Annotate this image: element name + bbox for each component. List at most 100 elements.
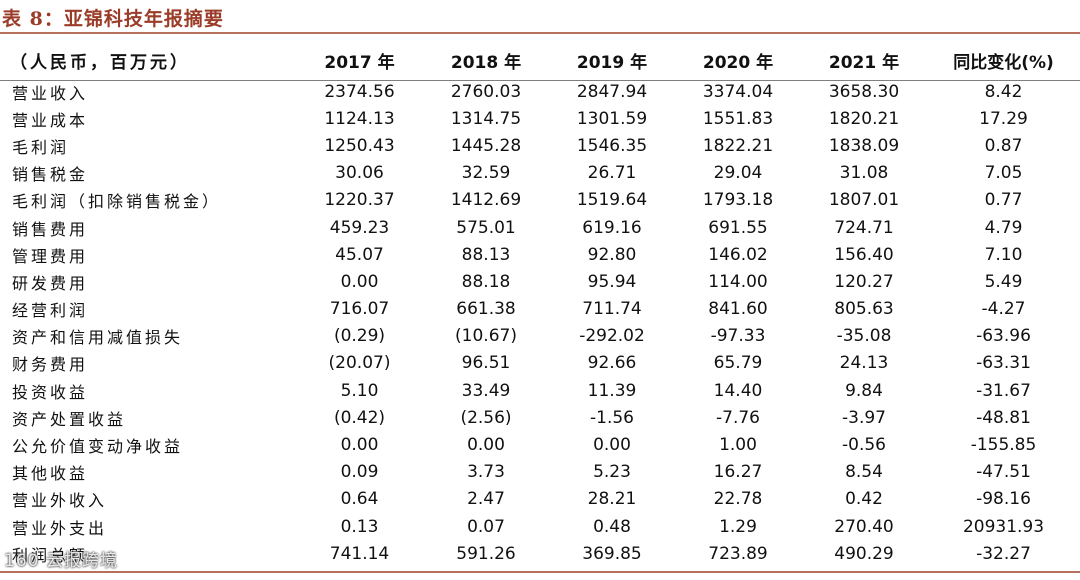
yoy-cell: -98.16 (976, 489, 1031, 510)
yoy-cell: -31.67 (976, 380, 1031, 401)
table-row: 资产和信用减值损失 (0.29) (10.67) -292.02 -97.33 -35.0… (0, 323, 1080, 350)
yoy-cell: -4.27 (981, 299, 1026, 320)
value-cell: (10.67) (455, 326, 517, 347)
value-cell: 369.85 (582, 543, 642, 564)
value-cell: 723.89 (708, 543, 768, 564)
table-row: 毛利润（扣除销售税金） 1220.37 1412.69 1519.64 1793.18 1… (0, 187, 1080, 214)
value-cell: 156.40 (834, 244, 894, 265)
value-cell: 490.29 (834, 543, 894, 564)
value-cell: -7.76 (716, 407, 760, 428)
value-cell: 2847.94 (576, 81, 648, 102)
table-row: 营业外支出 0.13 0.07 0.48 1.29 270.40 20931.93 (0, 513, 1080, 540)
value-cell: 1820.21 (828, 108, 900, 129)
value-cell: 96.51 (461, 353, 511, 374)
value-cell: 0.42 (845, 489, 883, 510)
row-label: 管理费用 (12, 246, 89, 266)
row-label: 利润总额 (12, 545, 89, 565)
value-cell: 31.08 (839, 163, 889, 184)
value-cell: 1314.75 (450, 108, 522, 129)
yoy-cell: 17.29 (979, 108, 1028, 129)
value-cell: 146.02 (708, 244, 768, 265)
row-label: 公允价值变动净收益 (12, 437, 184, 457)
row-label: 投资收益 (12, 382, 89, 402)
yoy-cell: 7.05 (984, 163, 1023, 184)
value-cell: 575.01 (456, 217, 516, 238)
table-row: 经营利润 716.07 661.38 711.74 841.60 805.63 -4.27 (0, 296, 1080, 323)
yoy-cell: 0.87 (984, 135, 1023, 156)
value-cell: 5.10 (340, 380, 379, 401)
yoy-header: 同比变化(%) (953, 52, 1054, 73)
table-row: 投资收益 5.10 33.49 11.39 14.40 9.84 -31.67 (0, 377, 1080, 404)
row-label: 资产处置收益 (12, 409, 127, 429)
table-row: 利润总额 741.14 591.26 369.85 723.89 490.29 -32.27 (0, 540, 1080, 567)
value-cell: 3658.30 (828, 81, 900, 102)
yoy-cell: 8.42 (984, 81, 1023, 102)
row-label: 营业外收入 (12, 491, 108, 511)
value-cell: 8.54 (845, 462, 883, 483)
value-cell: 33.49 (461, 380, 511, 401)
value-cell: 0.00 (467, 435, 505, 456)
value-cell: 1412.69 (450, 190, 522, 211)
value-cell: 16.27 (713, 462, 763, 483)
row-label: 研发费用 (12, 273, 89, 293)
table-title: 表 8：亚锦科技年报摘要 (2, 8, 224, 30)
table-row: 研发费用 0.00 88.18 95.94 114.00 120.27 5.49 (0, 268, 1080, 295)
year-header: 2018 年 (450, 52, 522, 73)
table-body: 营业收入 2374.56 2760.03 2847.94 3374.04 3658.30 8… (0, 78, 1080, 567)
bottom-rule (0, 571, 1080, 573)
unit-header: （人民币，百万元） (10, 52, 190, 73)
value-cell: 9.84 (845, 380, 883, 401)
value-cell: (2.56) (460, 407, 512, 428)
value-cell: 120.27 (834, 271, 894, 292)
value-cell: 114.00 (708, 271, 768, 292)
value-cell: 1793.18 (702, 190, 774, 211)
row-label: 经营利润 (12, 301, 89, 321)
value-cell: 711.74 (582, 299, 642, 320)
table-row: 其他收益 0.09 3.73 5.23 16.27 8.54 -47.51 (0, 459, 1080, 486)
row-label: 营业外支出 (12, 518, 108, 538)
value-cell: 3374.04 (702, 81, 774, 102)
value-cell: 724.71 (834, 217, 894, 238)
yoy-cell: 0.77 (984, 190, 1023, 211)
value-cell: 1551.83 (702, 108, 774, 129)
value-cell: 95.94 (587, 271, 637, 292)
value-cell: 1822.21 (702, 135, 774, 156)
value-cell: 1807.01 (828, 190, 900, 211)
yoy-cell: 7.10 (984, 244, 1023, 265)
yoy-cell: -47.51 (976, 462, 1031, 483)
value-cell: -97.33 (710, 326, 766, 347)
yoy-cell: -155.85 (970, 435, 1037, 456)
value-cell: 0.00 (340, 435, 379, 456)
table-row: 营业收入 2374.56 2760.03 2847.94 3374.04 3658.30 8… (0, 78, 1080, 105)
year-header: 2019 年 (576, 52, 648, 73)
value-cell: -1.56 (590, 407, 634, 428)
table-row: 营业成本 1124.13 1314.75 1301.59 1551.83 1820.21 1… (0, 105, 1080, 132)
value-cell: 3.73 (467, 462, 505, 483)
value-cell: 92.80 (587, 244, 637, 265)
value-cell: 0.13 (340, 516, 379, 537)
table-row: 资产处置收益 (0.42) (2.56) -1.56 -7.76 -3.97 -48.81 (0, 404, 1080, 431)
value-cell: 2.47 (467, 489, 505, 510)
row-label: 毛利润 (12, 137, 70, 157)
value-cell: 11.39 (587, 380, 637, 401)
value-cell: 32.59 (461, 163, 511, 184)
value-cell: 45.07 (335, 244, 384, 265)
row-label: 财务费用 (12, 355, 89, 375)
value-cell: 5.23 (593, 462, 631, 483)
value-cell: 741.14 (329, 543, 390, 564)
value-cell: 88.13 (461, 244, 511, 265)
year-header: 2020 年 (702, 52, 774, 73)
value-cell: -292.02 (579, 326, 645, 347)
financial-summary-table: （人民币，百万元） 2017 年 2018 年 2019 年 2020 年 20… (0, 42, 1080, 567)
value-cell: 0.00 (593, 435, 631, 456)
value-cell: 1220.37 (324, 190, 395, 211)
value-cell: (20.07) (328, 353, 391, 374)
header-row: （人民币，百万元） 2017 年 2018 年 2019 年 2020 年 20… (0, 42, 1080, 78)
row-label: 毛利润（扣除销售税金） (12, 192, 222, 212)
year-header: 2021 年 (828, 52, 900, 73)
value-cell: 24.13 (839, 353, 889, 374)
value-cell: 30.06 (335, 163, 384, 184)
value-cell: (0.42) (333, 407, 386, 428)
value-cell: 716.07 (329, 299, 390, 320)
value-cell: -35.08 (836, 326, 892, 347)
